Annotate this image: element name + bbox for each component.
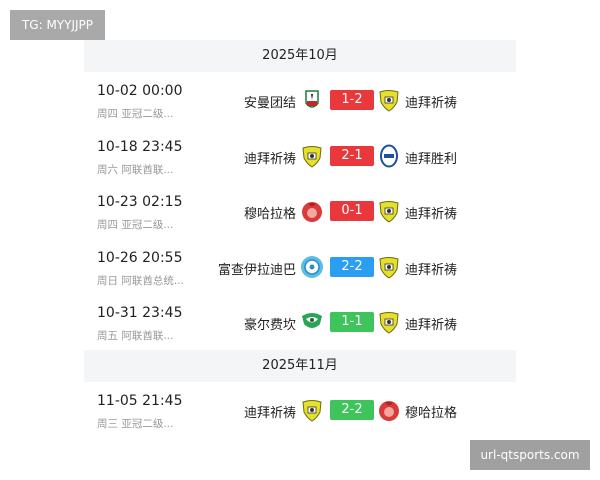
match-time: 10-23 02:15 — [97, 194, 183, 210]
al-wasl-crest-icon — [377, 88, 401, 112]
match-time: 10-26 20:55 — [97, 249, 183, 266]
match-row[interactable]: 10-18 23:45 周六 阿联酋联... 迪拜祈祷 2-1 迪拜胜利 — [84, 127, 516, 183]
watermark-tg: TG: MYYJJPP — [10, 10, 105, 40]
match-time: 10-31 23:45 — [97, 305, 183, 321]
match-row[interactable]: 10-02 00:00 周四 亚冠二级... 安曼团结 1-2 迪拜祈祷 — [84, 72, 516, 128]
match-competition: 周三 亚冠二级... — [97, 417, 174, 430]
away-team[interactable]: 迪拜祈祷 — [405, 207, 458, 222]
home-team[interactable]: 迪拜祈祷 — [243, 151, 296, 167]
watermark-url: url-qtsports.com — [470, 440, 590, 470]
score-badge: 2-1 — [330, 145, 374, 166]
match-competition: 周六 阿联酋联... — [97, 163, 174, 176]
match-competition: 周日 阿联酋总统... — [97, 274, 184, 287]
away-team[interactable]: 迪拜祈祷 — [405, 96, 458, 111]
khor-fakkan-crest-icon — [300, 310, 324, 334]
home-team[interactable]: 安曼团结 — [243, 96, 296, 111]
match-time: 11-05 21:45 — [97, 392, 183, 409]
away-team[interactable]: 迪拜祈祷 — [405, 262, 458, 278]
match-row[interactable]: 10-26 20:55 周日 阿联酋总统... 富查伊拉迪巴 2-2 迪拜祈祷 — [84, 238, 516, 294]
score-badge: 2-2 — [330, 256, 374, 277]
match-list: 2025年10月 10-02 00:00 周四 亚冠二级... 安曼团结 1-2… — [84, 40, 516, 437]
home-team[interactable]: 穆哈拉格 — [243, 207, 296, 222]
match-row[interactable]: 10-23 02:15 周四 亚冠二级... 穆哈拉格 0-1 迪拜祈祷 — [84, 183, 516, 239]
score-badge: 1-2 — [330, 90, 374, 110]
away-team[interactable]: 迪拜祈祷 — [405, 318, 458, 333]
match-competition: 周五 阿联酋联... — [97, 330, 174, 342]
dubai-victory-crest-icon — [377, 144, 401, 168]
muharraq-crest-icon — [300, 199, 324, 223]
amman-united-crest-icon — [300, 88, 324, 112]
muharraq-crest-icon — [377, 398, 401, 422]
away-team[interactable]: 迪拜胜利 — [405, 151, 458, 167]
dibba-crest-icon — [300, 255, 324, 279]
al-wasl-crest-icon — [377, 255, 401, 279]
score-badge: 2-2 — [330, 399, 374, 420]
match-competition: 周四 亚冠二级... — [97, 219, 174, 231]
month-header: 2025年10月 — [84, 40, 516, 72]
match-row[interactable]: 10-31 23:45 周五 阿联酋联... 豪尔费坎 1-1 迪拜祈祷 — [84, 294, 516, 350]
score-badge: 1-1 — [330, 312, 374, 332]
al-wasl-crest-icon — [300, 144, 324, 168]
al-wasl-crest-icon — [377, 310, 401, 334]
home-team[interactable]: 豪尔费坎 — [243, 318, 296, 333]
home-team[interactable]: 富查伊拉迪巴 — [217, 262, 296, 278]
match-row[interactable]: 11-05 21:45 周三 亚冠二级... 迪拜祈祷 2-2 穆哈拉格 — [84, 381, 516, 437]
month-header: 2025年11月 — [84, 349, 516, 382]
home-team[interactable]: 迪拜祈祷 — [243, 405, 296, 421]
match-competition: 周四 亚冠二级... — [97, 108, 174, 120]
match-time: 10-18 23:45 — [97, 138, 183, 155]
al-wasl-crest-icon — [300, 398, 324, 422]
al-wasl-crest-icon — [377, 199, 401, 223]
match-time: 10-02 00:00 — [97, 83, 183, 99]
away-team[interactable]: 穆哈拉格 — [405, 405, 458, 421]
score-badge: 0-1 — [330, 201, 374, 221]
